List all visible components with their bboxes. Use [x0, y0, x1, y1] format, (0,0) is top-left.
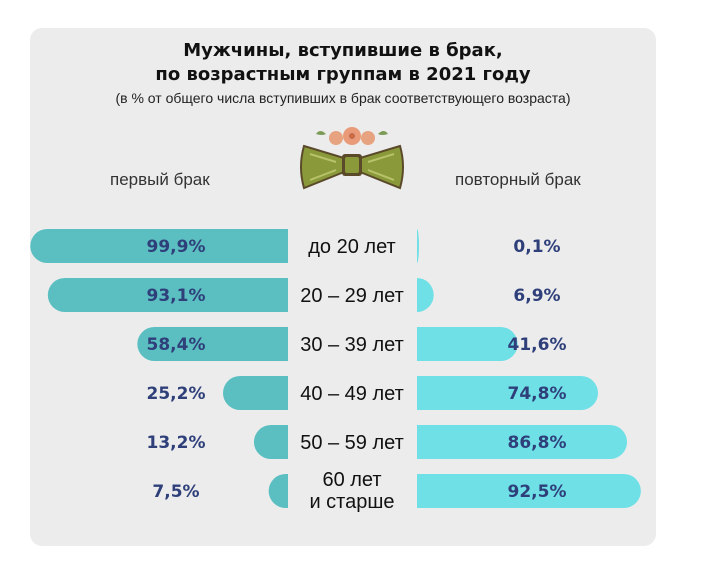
bar-first-marriage [222, 376, 288, 410]
bar-remarriage [417, 229, 419, 263]
value-label-remarriage: 0,1% [513, 237, 560, 257]
chart-subtitle: (в % от общего числа вступивших в брак с… [115, 90, 571, 106]
value-label-remarriage: 86,8% [508, 433, 567, 453]
value-label-first-marriage: 13,2% [147, 433, 206, 453]
bar-first-marriage [253, 425, 288, 459]
category-label: до 20 лет [308, 236, 395, 258]
bar-first-marriage [47, 278, 288, 312]
value-label-first-marriage: 58,4% [147, 335, 206, 355]
category-label: 20 – 29 лет [300, 285, 404, 307]
value-label-remarriage: 41,6% [508, 335, 567, 355]
value-label-first-marriage: 25,2% [147, 384, 206, 404]
category-label: 40 – 49 лет [300, 383, 404, 405]
chart-title-line1: Мужчины, вступившие в брак, [183, 40, 503, 61]
bow-tie-with-flowers-icon [300, 127, 404, 190]
chart-title-line2: по возрастным группам в 2021 году [155, 64, 531, 85]
category-label: 50 – 59 лет [300, 432, 404, 454]
category-label: 60 лет и старше [309, 469, 394, 513]
value-label-first-marriage: 99,9% [147, 237, 206, 257]
value-label-remarriage: 92,5% [508, 482, 567, 502]
value-label-first-marriage: 93,1% [147, 286, 206, 306]
bar-remarriage [417, 327, 518, 361]
bar-remarriage [417, 376, 599, 410]
bar-first-marriage [30, 229, 289, 263]
bar-remarriage [417, 425, 628, 459]
value-label-first-marriage: 7,5% [152, 482, 199, 502]
value-label-remarriage: 6,9% [513, 286, 560, 306]
category-label: 30 – 39 лет [300, 334, 404, 356]
bar-remarriage [417, 278, 434, 312]
bar-remarriage [417, 474, 641, 508]
bar-first-marriage [268, 474, 288, 508]
legend-remarriage: повторный брак [455, 170, 581, 189]
bar-first-marriage [137, 327, 288, 361]
value-label-remarriage: 74,8% [508, 384, 567, 404]
legend-first-marriage: первый брак [110, 170, 210, 189]
